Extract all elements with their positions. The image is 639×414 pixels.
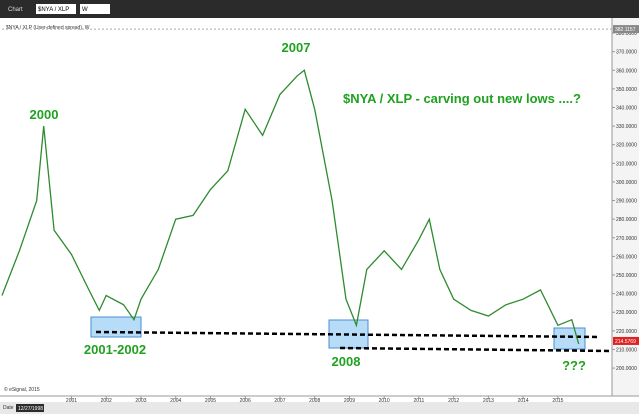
y-tick-label: 300.0000 xyxy=(616,180,637,186)
x-tick-label: 2001 xyxy=(66,398,77,404)
date-box[interactable] xyxy=(16,404,44,412)
y-tick-label: 350.0000 xyxy=(616,87,637,93)
x-tick-label: 2009 xyxy=(344,398,355,404)
x-tick-label: 2004 xyxy=(170,398,181,404)
subtitle: $NYA / XLP (User-defined spread), W xyxy=(6,25,90,31)
x-tick-label: 2012 xyxy=(448,398,459,404)
price-line xyxy=(1,69,580,345)
y-tick-label: 330.0000 xyxy=(616,124,637,130)
chart-area xyxy=(0,18,639,414)
x-tick-label: 2007 xyxy=(274,398,285,404)
last-tag-label: 214.5769 xyxy=(615,339,636,345)
date[interactable]: 12/27/1998 xyxy=(18,406,43,412)
y-tick-label: 340.0000 xyxy=(616,105,637,111)
y-tick-label: 270.0000 xyxy=(616,236,637,242)
y-tick-label: 320.0000 xyxy=(616,143,637,149)
y-tick-label: 360.0000 xyxy=(616,68,637,74)
y-tick-label: 380.0000 xyxy=(616,31,637,37)
y-tick-label: 220.0000 xyxy=(616,329,637,335)
annotation: ??? xyxy=(562,358,586,373)
support-line xyxy=(95,330,601,339)
interval[interactable]: W xyxy=(82,7,88,13)
x-tick-label: 2015 xyxy=(552,398,563,404)
y-tick-label: 250.0000 xyxy=(616,273,637,279)
y-tick-label: 280.0000 xyxy=(616,217,637,223)
annotation: 2000 xyxy=(30,107,59,122)
x-tick-label: 2008 xyxy=(309,398,320,404)
y-tick-label: 210.0000 xyxy=(616,347,637,353)
x-tick-label: 2005 xyxy=(205,398,216,404)
annotation: 2008 xyxy=(332,354,361,369)
annotation: $NYA / XLP - carving out new lows ....? xyxy=(343,91,581,106)
price-axis xyxy=(612,18,639,396)
symbol-box[interactable] xyxy=(36,4,76,14)
x-tick-label: 2003 xyxy=(135,398,146,404)
x-tick-label: 2006 xyxy=(240,398,251,404)
support-line xyxy=(339,346,613,353)
x-tick-label: 2010 xyxy=(379,398,390,404)
interval-box[interactable] xyxy=(80,4,110,14)
last-tag xyxy=(613,336,639,345)
high-tag xyxy=(613,25,639,34)
toolbar xyxy=(0,0,639,18)
date-label: Date xyxy=(3,405,14,411)
symbol[interactable]: $NYA / XLP xyxy=(38,7,69,13)
plot xyxy=(1,69,580,345)
y-tick-label: 370.0000 xyxy=(616,50,637,56)
y-tick-label: 240.0000 xyxy=(616,292,637,298)
y-tick-label: 310.0000 xyxy=(616,161,637,167)
y-tick-label: 260.0000 xyxy=(616,254,637,260)
window-title: Chart xyxy=(8,7,23,13)
y-tick-label: 230.0000 xyxy=(616,310,637,316)
y-tick-label: 200.0000 xyxy=(616,366,637,372)
x-tick-label: 2013 xyxy=(483,398,494,404)
high-tag-label: 382.1157 xyxy=(615,27,636,33)
x-tick-label: 2014 xyxy=(518,398,529,404)
date-bar xyxy=(0,402,639,414)
x-tick-label: 2002 xyxy=(101,398,112,404)
annotation: 2001-2002 xyxy=(84,342,146,357)
annotation: 2007 xyxy=(282,40,311,55)
x-tick-label: 2011 xyxy=(414,398,425,404)
highlight-box xyxy=(553,327,586,350)
copyright: © eSignal, 2015 xyxy=(4,386,40,393)
y-tick-label: 290.0000 xyxy=(616,199,637,205)
